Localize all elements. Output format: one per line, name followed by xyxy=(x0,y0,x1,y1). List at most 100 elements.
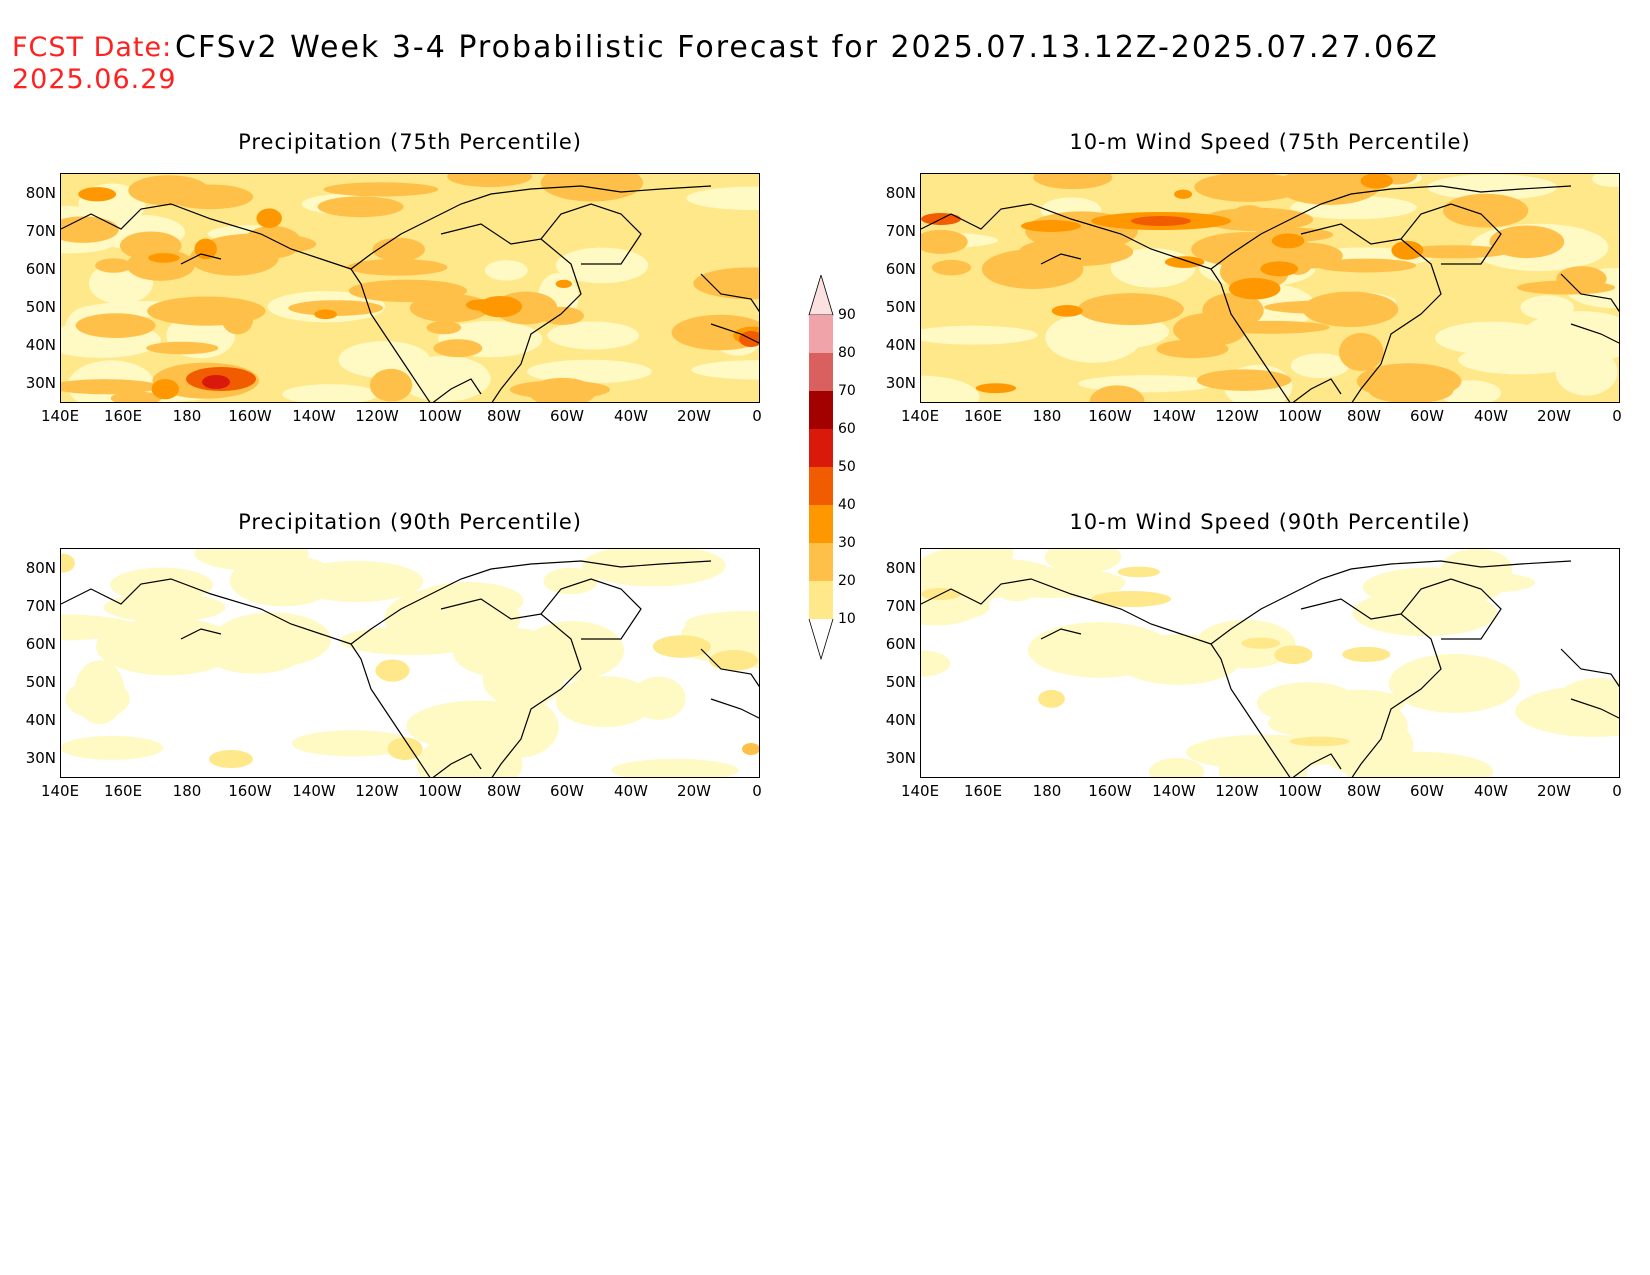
probability-contour xyxy=(1338,332,1384,372)
latitude-tick-label: 30N xyxy=(25,749,56,767)
latitude-tick-label: 60N xyxy=(885,260,916,278)
colorbar-tick-label: 50 xyxy=(838,459,856,475)
forecast-date-label: FCST Date: xyxy=(12,32,173,63)
probability-contour xyxy=(742,743,759,755)
probability-contour xyxy=(1044,549,1122,574)
probability-contour xyxy=(555,247,649,284)
probability-contour xyxy=(631,676,686,720)
coastline xyxy=(1040,253,1082,265)
probability-contour xyxy=(1164,256,1205,268)
coastline xyxy=(1570,698,1619,719)
probability-contour xyxy=(543,567,598,595)
probability-contour xyxy=(1302,291,1399,327)
coastline xyxy=(350,268,431,402)
page-title: CFSv2 Week 3-4 Probabilistic Forecast fo… xyxy=(175,30,1439,65)
coastline xyxy=(1400,578,1502,640)
latitude-tick-label: 40N xyxy=(25,336,56,354)
colorbar-tick-label: 20 xyxy=(838,573,856,589)
colorbar-tick-label: 30 xyxy=(838,535,856,551)
probability-contour xyxy=(685,610,759,636)
probability-contour xyxy=(103,592,226,622)
longitude-tick-label: 120W xyxy=(355,782,399,800)
probability-contour xyxy=(1051,305,1083,317)
longitude-tick-label: 80W xyxy=(1347,782,1381,800)
longitude-tick-label: 60W xyxy=(1410,407,1444,425)
probability-contour xyxy=(1388,653,1520,713)
probability-contour xyxy=(1516,280,1616,295)
longitude-tick-label: 60W xyxy=(1410,782,1444,800)
map-wind-75th xyxy=(920,173,1620,403)
probability-contour xyxy=(1356,363,1462,400)
probability-contour xyxy=(95,258,133,273)
probability-contour xyxy=(65,679,130,719)
longitude-tick-label: 180 xyxy=(172,782,202,800)
probability-contour xyxy=(256,208,282,228)
longitude-tick-label: 140E xyxy=(900,782,940,800)
longitude-tick-label: 40W xyxy=(614,782,648,800)
coastline xyxy=(1210,185,1572,270)
longitude-tick-label: 140E xyxy=(40,407,80,425)
probability-contour xyxy=(1391,240,1424,260)
probability-contour xyxy=(194,549,309,571)
probability-contour xyxy=(61,216,119,243)
longitude-tick-label: 180 xyxy=(1032,782,1062,800)
longitude-tick-label: 120W xyxy=(1215,782,1259,800)
coastline xyxy=(1210,268,1291,402)
latitude-tick-label: 40N xyxy=(25,711,56,729)
longitude-tick-label: 0 xyxy=(752,407,762,425)
coastline xyxy=(350,560,712,645)
longitude-tick-label: 160E xyxy=(103,407,143,425)
latitude-tick-label: 70N xyxy=(885,597,916,615)
colorbar-overflow-triangle xyxy=(808,273,834,316)
longitude-tick-label: 100W xyxy=(418,782,462,800)
probability-contour xyxy=(372,237,425,262)
latitude-tick-label: 40N xyxy=(885,711,916,729)
probability-contour xyxy=(478,296,523,318)
latitude-tick-label: 80N xyxy=(885,559,916,577)
longitude-tick-label: 140W xyxy=(292,782,336,800)
probability-contour xyxy=(1342,646,1391,662)
longitude-tick-label: 120W xyxy=(1215,407,1259,425)
coastline xyxy=(1292,378,1342,402)
probability-contour xyxy=(1290,353,1350,379)
colorbar-tick-label: 40 xyxy=(838,497,856,513)
colorbar-tick-label: 60 xyxy=(838,421,856,437)
probability-contour xyxy=(921,650,951,677)
probability-contour xyxy=(1592,174,1619,187)
probability-contour xyxy=(1558,678,1619,719)
latitude-tick-label: 40N xyxy=(885,336,916,354)
probability-contour xyxy=(447,174,532,188)
probability-contour xyxy=(686,186,759,211)
map-field-svg xyxy=(921,174,1619,402)
probability-contour xyxy=(921,375,961,402)
probability-contour xyxy=(1027,622,1172,678)
coastline xyxy=(710,698,759,719)
probability-contour xyxy=(61,379,160,395)
coastline xyxy=(61,203,352,270)
probability-contour xyxy=(314,309,337,320)
probability-contour xyxy=(1521,311,1619,363)
probability-contour xyxy=(1435,321,1551,355)
colorbar-tick-label: 70 xyxy=(838,383,856,399)
probability-contour xyxy=(317,196,404,218)
probability-contour xyxy=(921,593,990,623)
probability-contour xyxy=(1148,758,1205,777)
probability-contour xyxy=(1117,566,1160,578)
longitude-tick-label: 40W xyxy=(1474,782,1508,800)
coastline xyxy=(540,578,642,640)
longitude-tick-label: 20W xyxy=(1537,407,1571,425)
coastline xyxy=(1300,223,1442,402)
longitude-tick-label: 80W xyxy=(487,407,521,425)
probability-contour xyxy=(75,313,156,338)
longitude-tick-label: 100W xyxy=(1278,407,1322,425)
coastline xyxy=(1570,323,1619,344)
probability-contour xyxy=(1443,193,1529,228)
coastline xyxy=(1292,753,1342,777)
probability-contour xyxy=(1091,591,1171,607)
probability-contour xyxy=(1211,320,1330,334)
longitude-tick-label: 160W xyxy=(228,782,272,800)
probability-contour xyxy=(931,259,972,276)
longitude-tick-label: 160W xyxy=(1088,407,1132,425)
probability-contour xyxy=(611,758,739,777)
probability-contour xyxy=(406,700,554,752)
